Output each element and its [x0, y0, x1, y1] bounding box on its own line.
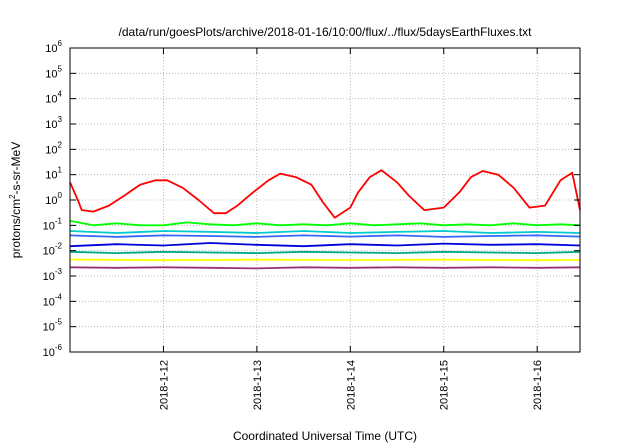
- y-tick-label: 10-2: [43, 242, 63, 258]
- y-tick-base: 10: [45, 68, 57, 80]
- y-tick-exponent: 0: [58, 191, 63, 200]
- y-tick-exponent: -1: [55, 216, 63, 225]
- series-line-5: [69, 242, 581, 248]
- y-tick-label: 10-3: [43, 267, 63, 283]
- y-tick-base: 10: [45, 144, 57, 156]
- y-tick-label: 10-4: [43, 292, 63, 308]
- x-axis: 2018-1-12 2018-1-13 2018-1-14 2018-1-15 2018…: [158, 48, 544, 410]
- y-tick-base: 10: [43, 347, 55, 359]
- y-tick-exponent: 2: [58, 140, 63, 149]
- y-tick-base: 10: [43, 271, 55, 283]
- y-tick-exponent: -5: [55, 318, 63, 327]
- chart-title: /data/run/goesPlots/archive/2018-01-16/1…: [119, 25, 533, 39]
- y-tick-base: 10: [45, 195, 57, 207]
- series-line-6: [69, 250, 581, 255]
- y-tick-base: 10: [43, 246, 55, 258]
- y-tick-exponent: -4: [55, 292, 63, 301]
- y-tick-exponent: 1: [58, 166, 63, 175]
- y-tick-exponent: 5: [58, 64, 63, 73]
- series-line-3: [69, 230, 581, 234]
- y-axis-label-part1: protons/cm: [9, 199, 23, 258]
- y-tick-base: 10: [45, 94, 57, 106]
- y-axis-label-part2: -s-sr-MeV: [9, 142, 23, 195]
- y-tick-label: 102: [45, 140, 62, 156]
- y-tick-exponent: 3: [58, 115, 63, 124]
- series-line-2: [69, 220, 581, 227]
- x-tick-label: 2018-1-16: [532, 360, 544, 410]
- x-axis-label: Coordinated Universal Time (UTC): [233, 429, 417, 443]
- series-line-7: [69, 258, 581, 262]
- y-tick-label: 104: [45, 90, 62, 106]
- y-tick-label: 100: [45, 191, 62, 207]
- x-tick-label: 2018-1-15: [439, 360, 451, 410]
- y-tick-label: 10-5: [43, 318, 63, 334]
- y-axis-label-superscript: 2: [8, 194, 17, 199]
- y-tick-label: 103: [45, 115, 62, 131]
- y-tick-base: 10: [45, 170, 57, 182]
- y-tick-exponent: -3: [55, 267, 63, 276]
- x-tick-label: 2018-1-12: [158, 360, 170, 410]
- y-tick-exponent: -6: [55, 343, 63, 352]
- y-tick-base: 10: [43, 220, 55, 232]
- y-tick-exponent: -2: [55, 242, 63, 251]
- y-tick-base: 10: [45, 43, 57, 55]
- y-axis: 10-610-510-410-310-210-11001011021031041…: [43, 39, 580, 359]
- series-group: [69, 169, 581, 270]
- y-tick-label: 101: [45, 166, 62, 182]
- y-axis-label: protons/cm2-s-sr-MeV: [8, 142, 23, 258]
- y-tick-exponent: 6: [58, 39, 63, 48]
- y-tick-base: 10: [43, 322, 55, 334]
- y-tick-base: 10: [45, 119, 57, 131]
- y-tick-exponent: 4: [58, 90, 63, 99]
- x-tick-label: 2018-1-13: [252, 360, 264, 410]
- series-line-4: [69, 234, 581, 238]
- y-tick-label: 106: [45, 39, 62, 55]
- series-line-8: [69, 266, 581, 270]
- y-tick-label: 105: [45, 64, 62, 80]
- series-line-1: [69, 169, 581, 219]
- y-tick-label: 10-1: [43, 216, 63, 232]
- y-tick-label: 10-6: [43, 343, 63, 359]
- x-tick-label: 2018-1-14: [345, 360, 357, 410]
- y-tick-base: 10: [43, 296, 55, 308]
